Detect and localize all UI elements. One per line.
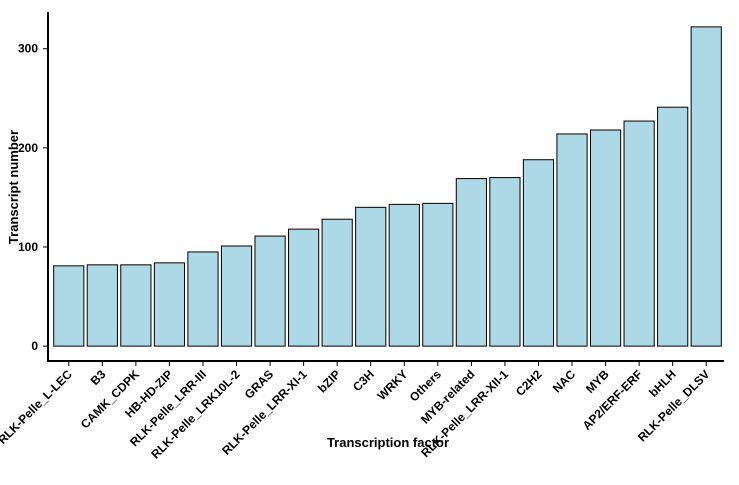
bar: [153, 262, 186, 347]
y-tick-label: 200: [18, 141, 38, 155]
bar: [120, 264, 152, 347]
bar: [422, 202, 454, 347]
bar: [220, 245, 253, 347]
bar: [288, 228, 320, 347]
bar: [556, 133, 588, 347]
y-tick-label: 0: [31, 339, 38, 353]
x-tick-label: WRKY: [375, 367, 411, 403]
bar: [388, 203, 420, 347]
x-tick-label: RLK-Pelle_L-LEC: [0, 367, 75, 447]
bar: [187, 251, 219, 347]
bar: [321, 218, 353, 347]
x-tick-label: C3H: [350, 367, 377, 394]
bar: [86, 264, 118, 347]
bar: [522, 159, 555, 347]
x-tick-label: MYB: [583, 367, 612, 396]
x-tick-label: B3: [88, 367, 109, 388]
bar: [489, 177, 521, 347]
y-axis-title: Transcript number: [6, 130, 21, 244]
y-tick-label: 100: [18, 240, 38, 254]
y-tick-label: 300: [18, 42, 38, 56]
x-tick-label: bZIP: [315, 367, 343, 395]
bar: [53, 265, 85, 347]
bar: [254, 235, 286, 347]
bar: [589, 129, 622, 347]
bar: [623, 120, 655, 347]
bar: [455, 178, 487, 347]
x-tick-label: AP2/ERF-ERF: [580, 367, 646, 433]
x-tick-label: C2H2: [513, 367, 545, 399]
bar: [657, 106, 689, 347]
x-axis-title: Transcription factor: [327, 435, 449, 450]
bar: [690, 26, 722, 347]
bar: [355, 206, 387, 347]
x-tick-label: NAC: [550, 367, 579, 396]
